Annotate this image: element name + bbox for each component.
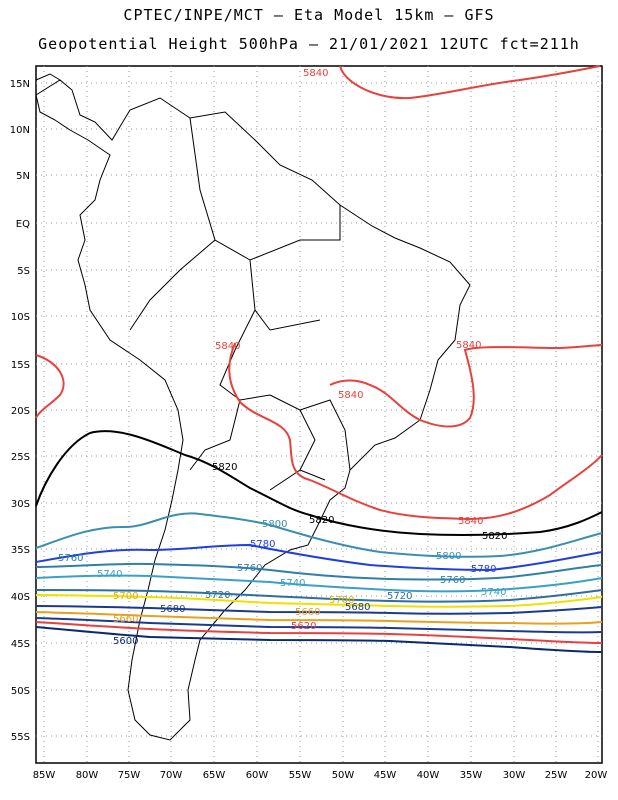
contour-label: 5660 bbox=[113, 614, 138, 625]
height-contours bbox=[35, 65, 603, 653]
contour-label: 5780 bbox=[250, 539, 275, 550]
lat-tick-label: 5S bbox=[17, 266, 30, 277]
lon-tick-label: 60W bbox=[246, 770, 269, 781]
contour-label: 5820 bbox=[482, 531, 507, 542]
central-america bbox=[35, 73, 61, 81]
contour-5640 bbox=[35, 617, 603, 634]
contour-5760 bbox=[35, 562, 603, 581]
lon-tick-label: 30W bbox=[503, 770, 526, 781]
map-title: CPTEC/INPE/MCT – Eta Model 15km – GFS bbox=[123, 6, 495, 24]
contour-5720 bbox=[35, 589, 603, 603]
contour-label: 5760 bbox=[58, 553, 83, 564]
contour-label: 5800 bbox=[436, 551, 461, 562]
lon-tick-label: 80W bbox=[76, 770, 99, 781]
contour-label: 5760 bbox=[237, 563, 262, 574]
contour-label: 5740 bbox=[481, 587, 506, 598]
contour-label: 5600 bbox=[113, 636, 138, 647]
lon-tick-label: 70W bbox=[160, 770, 183, 781]
south-america-coastline bbox=[35, 79, 471, 741]
contour-label: 5820 bbox=[309, 515, 334, 526]
contour-5680 bbox=[35, 605, 603, 615]
contour-label: 5840 bbox=[338, 390, 363, 401]
contour-5600 bbox=[35, 626, 603, 653]
lon-tick-label: 40W bbox=[417, 770, 440, 781]
lon-tick-label: 45W bbox=[374, 770, 397, 781]
lon-tick-label: 65W bbox=[203, 770, 226, 781]
lon-tick-label: 20W bbox=[585, 770, 608, 781]
lon-tick-label: 25W bbox=[545, 770, 568, 781]
contour-5660 bbox=[35, 611, 603, 625]
contour-label: 5720 bbox=[205, 590, 230, 601]
plot-frame bbox=[35, 65, 603, 764]
contour-5840-north bbox=[339, 65, 601, 100]
lat-tick-label: 55S bbox=[11, 732, 30, 743]
contour-label: 5700 bbox=[113, 591, 138, 602]
lat-tick-label: 15S bbox=[11, 360, 30, 371]
graticule bbox=[36, 66, 602, 763]
lat-tick-label: 10S bbox=[11, 312, 30, 323]
contour-5840-central bbox=[228, 342, 603, 521]
contour-label: 5840 bbox=[456, 340, 481, 351]
contour-label: 5680 bbox=[345, 602, 370, 613]
contour-5800 bbox=[35, 512, 603, 558]
lat-tick-label: 25S bbox=[11, 452, 30, 463]
contour-5820 bbox=[35, 430, 603, 537]
contour-5740 bbox=[35, 574, 603, 593]
lat-tick-label: 30S bbox=[11, 499, 30, 510]
lat-tick-label: 50S bbox=[11, 686, 30, 697]
contour-label: 5740 bbox=[97, 569, 122, 580]
contour-label: 5720 bbox=[387, 591, 412, 602]
contour-label: 5620 bbox=[291, 621, 316, 632]
lon-tick-label: 55W bbox=[289, 770, 312, 781]
contour-5780 bbox=[35, 543, 603, 572]
lat-tick-label: 5N bbox=[16, 171, 30, 182]
map-subtitle: Geopotential Height 500hPa – 21/01/2021 … bbox=[38, 35, 580, 53]
coastline-and-borders bbox=[35, 73, 471, 741]
longitude-axis: 85W 80W 75W 70W 65W 60W 55W 50W 45W 40W … bbox=[33, 770, 608, 781]
latitude-axis: 15N 10N 5N EQ 5S 10S 15S 20S 25S 30S 35S… bbox=[10, 79, 30, 743]
lon-tick-label: 75W bbox=[118, 770, 141, 781]
contour-label: 5740 bbox=[280, 578, 305, 589]
lat-tick-label: 35S bbox=[11, 545, 30, 556]
lon-tick-label: 50W bbox=[332, 770, 355, 781]
contour-label: 5800 bbox=[262, 519, 287, 530]
contour-label: 5660 bbox=[295, 607, 320, 618]
country-borders bbox=[129, 117, 351, 491]
lat-tick-label: 10N bbox=[10, 125, 30, 136]
contour-label: 5840 bbox=[215, 341, 240, 352]
contour-5620 bbox=[35, 621, 603, 644]
contour-5700 bbox=[35, 594, 603, 608]
lat-tick-label: 15N bbox=[10, 79, 30, 90]
contour-5840-east bbox=[329, 344, 603, 428]
lon-tick-label: 35W bbox=[460, 770, 483, 781]
contour-label: 5840 bbox=[458, 516, 483, 527]
contour-labels: 5840 5840 5840 5840 5840 5820 5820 5820 … bbox=[58, 68, 507, 647]
lat-tick-label: 20S bbox=[11, 406, 30, 417]
lon-tick-label: 85W bbox=[33, 770, 56, 781]
lat-tick-label: 45S bbox=[11, 639, 30, 650]
lat-tick-label: 40S bbox=[11, 592, 30, 603]
contour-label: 5840 bbox=[303, 68, 328, 79]
contour-label: 5760 bbox=[440, 575, 465, 586]
contour-label: 5820 bbox=[212, 462, 237, 473]
lat-tick-label: EQ bbox=[16, 219, 30, 230]
contour-label: 5780 bbox=[471, 564, 496, 575]
contour-label: 5680 bbox=[160, 604, 185, 615]
contour-label: 5700 bbox=[329, 595, 354, 606]
contour-5840-west bbox=[35, 354, 65, 419]
